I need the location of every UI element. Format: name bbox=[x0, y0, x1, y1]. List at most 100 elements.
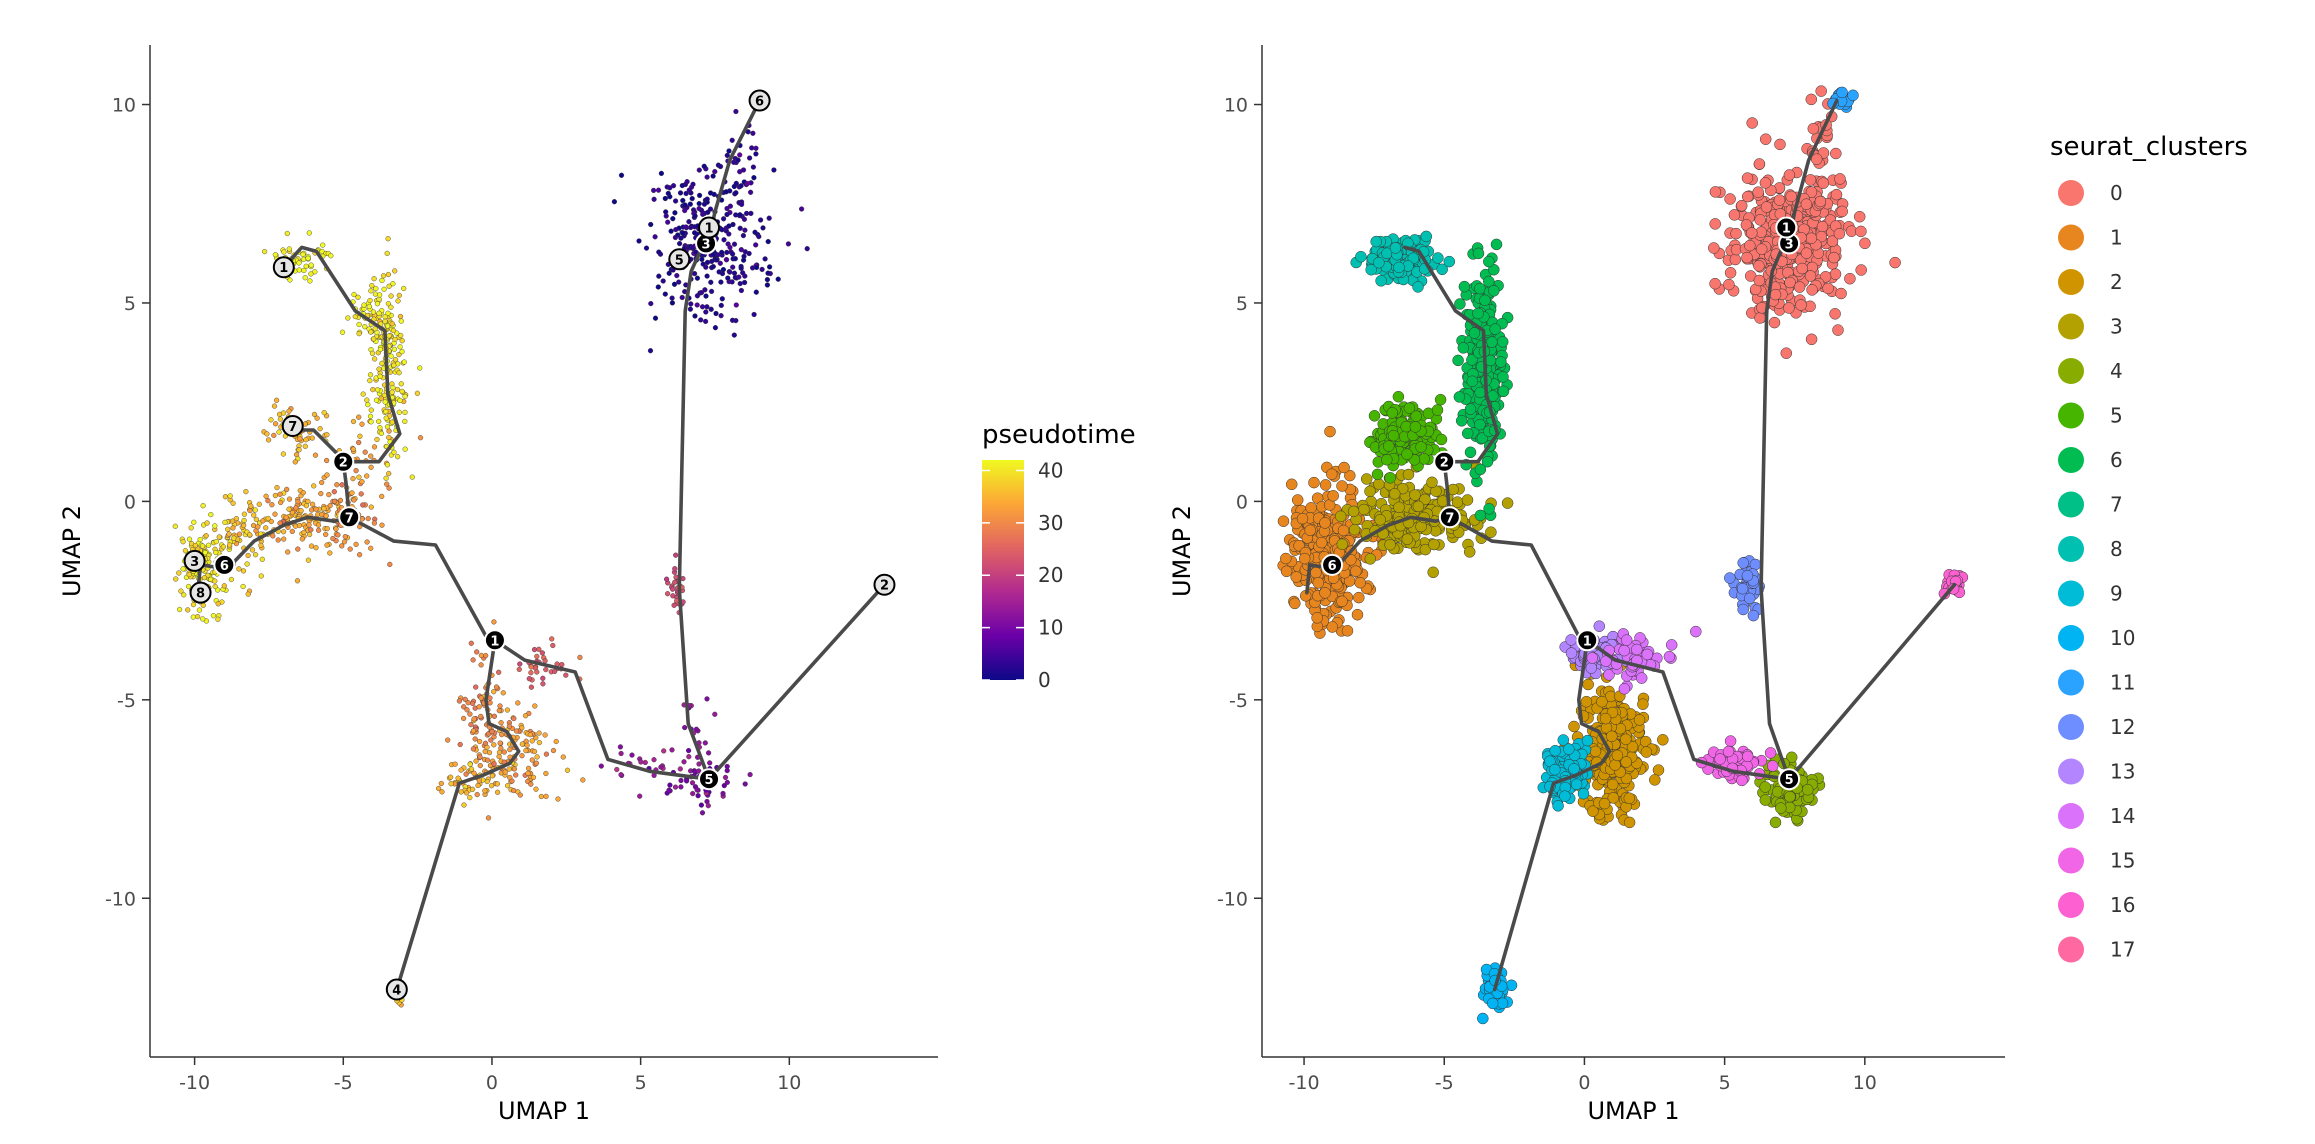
cell-point bbox=[319, 511, 325, 518]
cell-point bbox=[730, 221, 736, 228]
cell-point bbox=[1577, 787, 1590, 800]
legend-swatch bbox=[2058, 358, 2084, 384]
cell-point bbox=[720, 790, 726, 797]
cell-point bbox=[286, 506, 292, 512]
cell-point bbox=[409, 474, 415, 480]
cell-point bbox=[671, 281, 678, 287]
cell-point bbox=[717, 260, 723, 266]
cell-point bbox=[470, 728, 477, 734]
cell-point bbox=[360, 502, 366, 508]
cell-point bbox=[496, 707, 502, 714]
cell-point bbox=[1434, 393, 1447, 406]
cell-point bbox=[281, 249, 287, 255]
cell-point bbox=[1326, 621, 1339, 633]
cell-point bbox=[707, 190, 714, 196]
cell-point bbox=[673, 227, 679, 233]
colorbar-tick-label: 0 bbox=[1038, 668, 1051, 692]
cell-point bbox=[672, 234, 679, 241]
cell-point bbox=[677, 190, 684, 196]
cell-point bbox=[731, 332, 737, 338]
cell-point bbox=[1805, 333, 1818, 346]
cell-point bbox=[656, 273, 662, 279]
cell-point bbox=[1889, 256, 1901, 269]
cell-point bbox=[696, 167, 702, 173]
cell-point bbox=[1663, 650, 1676, 663]
node-label: 3 bbox=[702, 237, 711, 252]
cell-point bbox=[309, 435, 315, 441]
cell-point bbox=[356, 331, 362, 337]
cell-point bbox=[1708, 242, 1720, 254]
cell-point bbox=[730, 264, 736, 270]
legend-swatch bbox=[2058, 847, 2084, 874]
node-label: 1 bbox=[490, 634, 499, 649]
cell-point bbox=[1586, 652, 1599, 664]
cell-point bbox=[507, 774, 513, 781]
cell-point bbox=[702, 318, 709, 325]
cell-point bbox=[1783, 302, 1795, 314]
cell-point bbox=[732, 256, 738, 262]
cell-point bbox=[507, 746, 513, 753]
cell-point bbox=[493, 684, 500, 690]
cell-point bbox=[318, 491, 324, 497]
cell-point bbox=[1753, 260, 1765, 272]
cell-point bbox=[723, 189, 729, 195]
cell-point bbox=[212, 523, 218, 529]
cell-point bbox=[368, 288, 374, 294]
cell-point bbox=[476, 778, 483, 784]
cell-point bbox=[331, 489, 337, 495]
legend-title: seurat_clusters bbox=[2050, 132, 2248, 162]
cell-point bbox=[738, 247, 744, 253]
cell-point bbox=[177, 606, 183, 613]
cell-point bbox=[1784, 276, 1796, 289]
cell-point bbox=[1472, 247, 1485, 260]
cell-point bbox=[713, 257, 720, 263]
cell-point bbox=[1401, 533, 1414, 545]
cell-point bbox=[296, 447, 302, 453]
cell-point bbox=[231, 535, 237, 541]
cell-point bbox=[1485, 526, 1497, 538]
x-tick-label: -10 bbox=[1289, 1072, 1320, 1094]
cell-point bbox=[1310, 566, 1322, 579]
cell-point bbox=[688, 301, 694, 307]
cell-point bbox=[516, 666, 522, 673]
cell-point bbox=[669, 747, 675, 753]
cell-point bbox=[289, 509, 296, 516]
cell-point bbox=[1549, 763, 1561, 776]
cell-point bbox=[1759, 794, 1772, 806]
cell-point bbox=[1637, 698, 1649, 710]
cell-point bbox=[501, 749, 507, 755]
y-tick-label: 10 bbox=[112, 95, 136, 117]
cell-point bbox=[311, 483, 317, 489]
cell-point bbox=[618, 772, 624, 778]
cell-point bbox=[180, 539, 186, 545]
cell-point bbox=[305, 255, 311, 261]
cell-point bbox=[370, 309, 377, 315]
cell-point bbox=[682, 724, 688, 731]
cell-point bbox=[1334, 510, 1347, 523]
cell-point bbox=[482, 788, 488, 794]
cell-point bbox=[439, 789, 445, 795]
cell-point bbox=[505, 783, 511, 789]
legend-label: 4 bbox=[2110, 359, 2123, 383]
cell-point bbox=[1853, 210, 1866, 223]
cell-point bbox=[1461, 494, 1474, 506]
y-tick-label: 5 bbox=[1236, 293, 1248, 315]
cell-point bbox=[1559, 790, 1571, 802]
cell-point bbox=[243, 489, 249, 495]
cell-point bbox=[212, 583, 218, 590]
cell-point bbox=[203, 533, 209, 539]
cell-point bbox=[1432, 252, 1444, 264]
cell-point bbox=[398, 318, 404, 324]
cell-point bbox=[333, 526, 339, 532]
cell-point bbox=[724, 205, 730, 212]
cell-point bbox=[1280, 565, 1293, 578]
cell-point bbox=[708, 288, 715, 295]
cell-point bbox=[258, 573, 264, 579]
colorbar-tick-label: 30 bbox=[1038, 511, 1063, 535]
cell-point bbox=[738, 265, 744, 271]
cell-point bbox=[733, 302, 739, 308]
cell-point bbox=[324, 432, 330, 438]
cell-point bbox=[677, 766, 683, 772]
cell-point bbox=[525, 770, 531, 776]
cell-point bbox=[222, 519, 228, 526]
